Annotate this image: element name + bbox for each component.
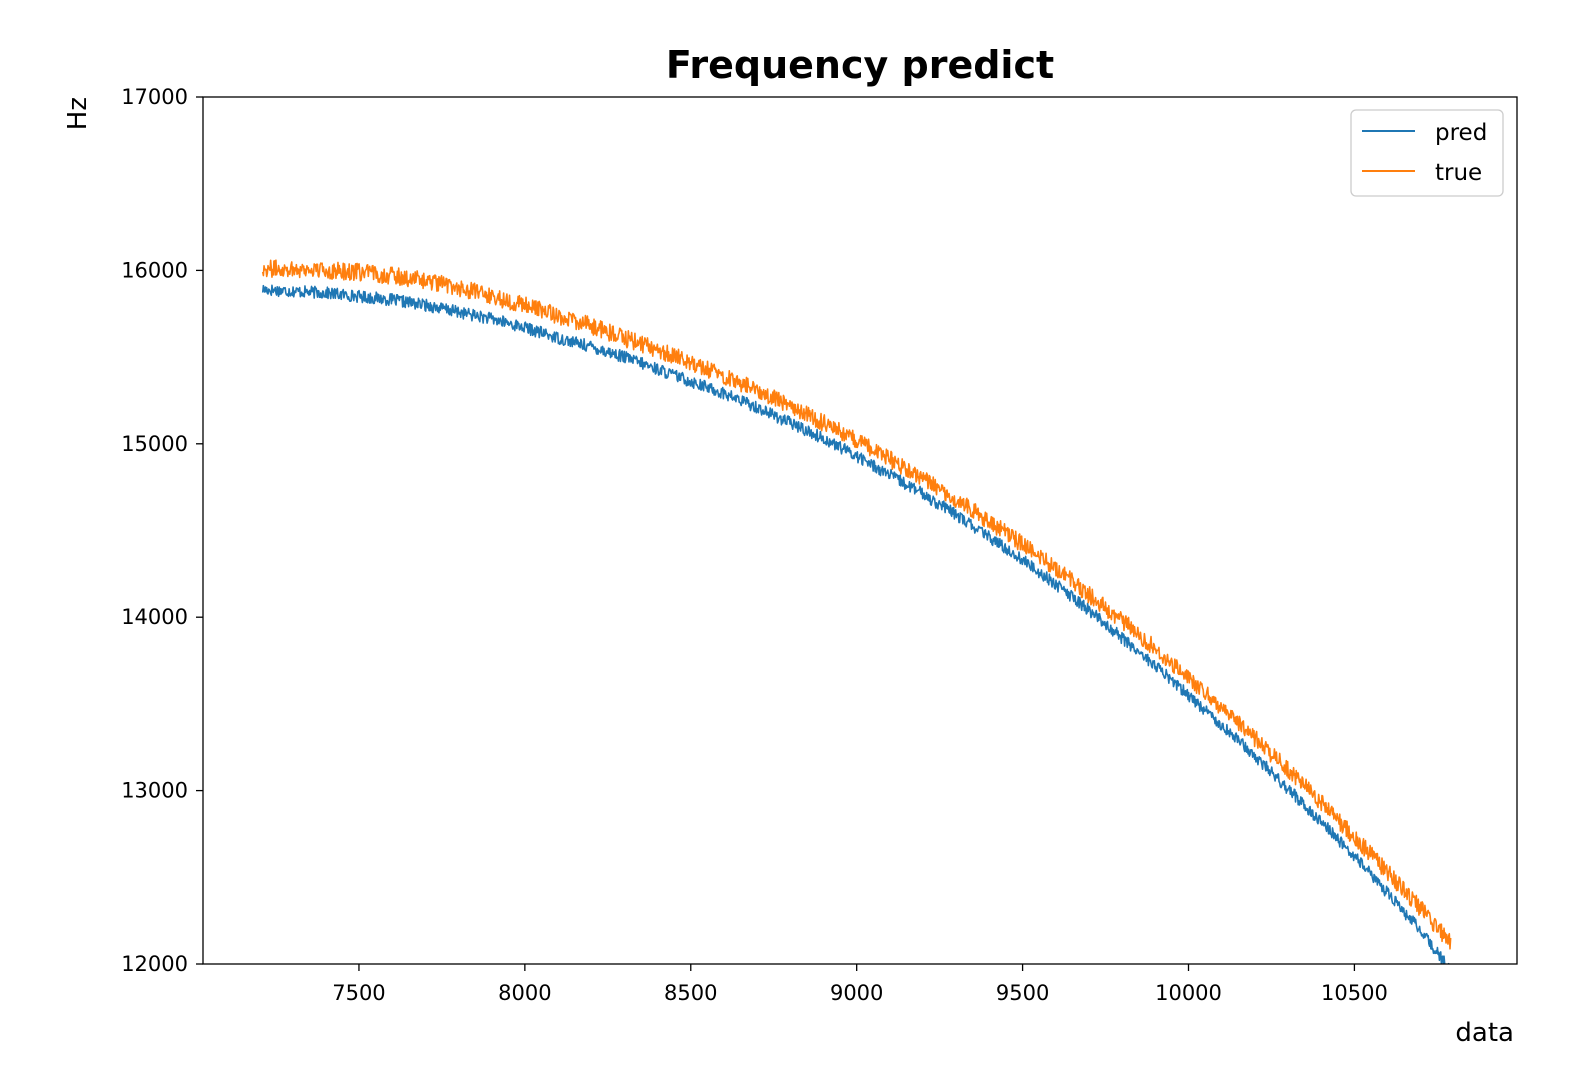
- y-tick-label: 14000: [121, 605, 188, 629]
- plot-frame: [202, 96, 1518, 965]
- series-line-pred: [261, 284, 1450, 964]
- x-axis-label: data: [1455, 1018, 1514, 1048]
- y-tick-label: 15000: [121, 432, 188, 456]
- x-tick-label: 9000: [830, 981, 883, 1005]
- x-tick-label: 7500: [332, 981, 385, 1005]
- x-tick-label: 10500: [1321, 981, 1388, 1005]
- y-tick-label: 16000: [121, 258, 188, 282]
- y-tick-label: 17000: [121, 85, 188, 109]
- series-layer: [261, 259, 1452, 964]
- y-tick-label: 12000: [121, 952, 188, 976]
- y-axis-label: Hz: [63, 97, 93, 130]
- legend-label-true: true: [1435, 160, 1482, 186]
- x-axis: 7500 8000 8500 9000 9500 10000 10500: [332, 964, 1388, 1005]
- chart-title: Frequency predict: [666, 43, 1054, 87]
- plot-area: [202, 96, 1518, 965]
- y-tick-label: 13000: [121, 779, 188, 803]
- x-tick-label: 8500: [664, 981, 717, 1005]
- x-tick-label: 8000: [498, 981, 551, 1005]
- legend-label-pred: pred: [1435, 120, 1487, 146]
- series-line-true: [261, 259, 1452, 950]
- legend: pred true: [1350, 109, 1504, 197]
- x-tick-label: 9500: [996, 981, 1049, 1005]
- y-axis: 12000 13000 14000 15000 16000 17000: [121, 85, 203, 976]
- x-tick-label: 10000: [1155, 981, 1222, 1005]
